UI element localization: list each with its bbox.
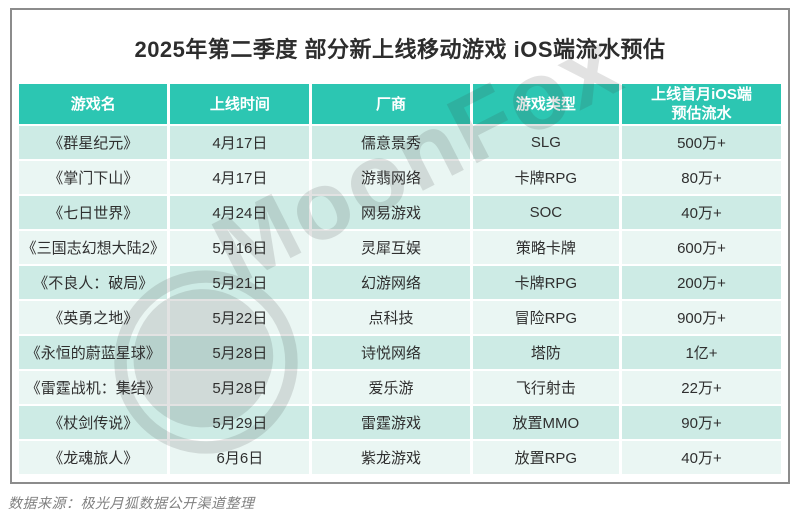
table-cell: 儒意景秀 [312,126,470,159]
table-row: 《龙魂旅人》 6月6日 紫龙游戏 放置RPG 40万+ [19,441,781,474]
table-row: 《不良人：破局》 5月21日 幻游网络 卡牌RPG 200万+ [19,266,781,299]
table-cell: 策略卡牌 [472,231,619,264]
table-cell: 诗悦网络 [312,336,470,369]
table-cell: 《杖剑传说》 [19,406,168,439]
table-cell: 爱乐游 [312,371,470,404]
table-cell: 5月28日 [170,336,310,369]
table-row: 《英勇之地》 5月22日 点科技 冒险RPG 900万+ [19,301,781,334]
table-cell: 《龙魂旅人》 [19,441,168,474]
table-cell: 飞行射击 [472,371,619,404]
table-cell: 4月17日 [170,126,310,159]
table-row: 《杖剑传说》 5月29日 雷霆游戏 放置MMO 90万+ [19,406,781,439]
table-header: 游戏名 上线时间 厂商 游戏类型 上线首月iOS端 预估流水 [19,84,781,124]
data-source-note: 数据来源：极光月狐数据公开渠道整理 [8,495,255,511]
table-cell: 《英勇之地》 [19,301,168,334]
column-header-game-name: 游戏名 [19,84,168,124]
table-cell: 《七日世界》 [19,196,168,229]
table-card: 2025年第二季度 部分新上线移动游戏 iOS端流水预估 游戏名 上线时间 厂商… [10,8,790,484]
column-header-first-month-revenue: 上线首月iOS端 预估流水 [621,84,781,124]
table-cell: 点科技 [312,301,470,334]
table-cell: 放置MMO [472,406,619,439]
table-row: 《永恒的蔚蓝星球》 5月28日 诗悦网络 塔防 1亿+ [19,336,781,369]
table-row: 《掌门下山》 4月17日 游翡网络 卡牌RPG 80万+ [19,161,781,194]
column-header-launch-date: 上线时间 [170,84,310,124]
table-cell: 紫龙游戏 [312,441,470,474]
table-cell: 冒险RPG [472,301,619,334]
table-cell: 4月17日 [170,161,310,194]
table-cell: 游翡网络 [312,161,470,194]
table-cell: 900万+ [621,301,781,334]
table-cell: 600万+ [621,231,781,264]
table-cell: 《不良人：破局》 [19,266,168,299]
table-cell: 5月29日 [170,406,310,439]
table-cell: 放置RPG [472,441,619,474]
table-cell: 80万+ [621,161,781,194]
table-cell: 塔防 [472,336,619,369]
table-row: 《雷霆战机：集结》 5月28日 爱乐游 飞行射击 22万+ [19,371,781,404]
table-cell: 5月22日 [170,301,310,334]
table-cell: SOC [472,196,619,229]
table-cell: 200万+ [621,266,781,299]
table-cell: 90万+ [621,406,781,439]
table-header-row: 游戏名 上线时间 厂商 游戏类型 上线首月iOS端 预估流水 [19,84,781,124]
table-cell: 40万+ [621,441,781,474]
table-body: 《群星纪元》 4月17日 儒意景秀 SLG 500万+ 《掌门下山》 4月17日 游翡网络 卡牌… [19,126,781,474]
page-title: 2025年第二季度 部分新上线移动游戏 iOS端流水预估 [134,37,666,62]
table-cell: 《雷霆战机：集结》 [19,371,168,404]
table-cell: 雷霆游戏 [312,406,470,439]
table-cell: 40万+ [621,196,781,229]
table-cell: 1亿+ [621,336,781,369]
table-cell: 5月28日 [170,371,310,404]
table-cell: 卡牌RPG [472,266,619,299]
table-cell: 幻游网络 [312,266,470,299]
table-row: 《七日世界》 4月24日 网易游戏 SOC 40万+ [19,196,781,229]
table-cell: 5月21日 [170,266,310,299]
table-row: 《群星纪元》 4月17日 儒意景秀 SLG 500万+ [19,126,781,159]
table-cell: 22万+ [621,371,781,404]
table-cell: SLG [472,126,619,159]
column-header-vendor: 厂商 [312,84,470,124]
table-cell: 《三国志幻想大陆2》 [19,231,168,264]
column-header-game-type: 游戏类型 [472,84,619,124]
table-cell: 《群星纪元》 [19,126,168,159]
table-cell: 5月16日 [170,231,310,264]
table-cell: 灵犀互娱 [312,231,470,264]
table-row: 《三国志幻想大陆2》 5月16日 灵犀互娱 策略卡牌 600万+ [19,231,781,264]
games-revenue-table: 游戏名 上线时间 厂商 游戏类型 上线首月iOS端 预估流水 《群星纪元》 4月1… [16,82,784,476]
table-cell: 500万+ [621,126,781,159]
table-cell: 6月6日 [170,441,310,474]
table-container: 游戏名 上线时间 厂商 游戏类型 上线首月iOS端 预估流水 《群星纪元》 4月1… [12,82,788,476]
table-cell: 《永恒的蔚蓝星球》 [19,336,168,369]
table-cell: 卡牌RPG [472,161,619,194]
table-cell: 4月24日 [170,196,310,229]
table-cell: 《掌门下山》 [19,161,168,194]
table-cell: 网易游戏 [312,196,470,229]
